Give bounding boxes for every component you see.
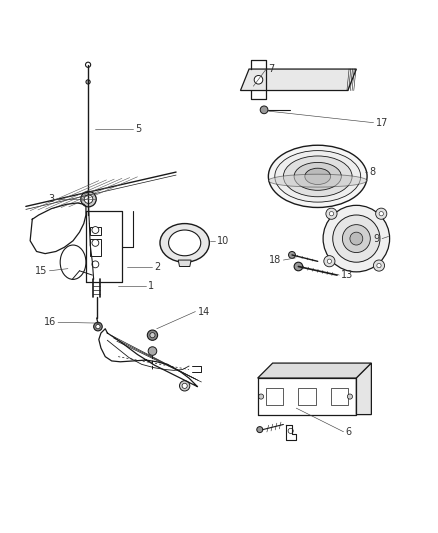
Circle shape <box>92 261 99 268</box>
Text: 6: 6 <box>346 427 352 437</box>
FancyBboxPatch shape <box>90 227 101 235</box>
Text: 10: 10 <box>217 236 229 246</box>
Circle shape <box>347 394 353 399</box>
Ellipse shape <box>268 145 367 207</box>
Circle shape <box>258 394 264 399</box>
Ellipse shape <box>343 224 370 253</box>
Circle shape <box>81 191 96 207</box>
Circle shape <box>329 212 334 216</box>
Ellipse shape <box>169 230 201 256</box>
FancyBboxPatch shape <box>331 388 348 405</box>
Ellipse shape <box>350 232 363 245</box>
Ellipse shape <box>160 223 209 262</box>
Ellipse shape <box>275 151 360 202</box>
Text: 3: 3 <box>49 193 55 204</box>
Text: 1: 1 <box>148 281 154 291</box>
Ellipse shape <box>283 156 352 197</box>
Ellipse shape <box>333 215 380 262</box>
Circle shape <box>254 76 263 84</box>
Text: 5: 5 <box>135 124 141 134</box>
Text: 16: 16 <box>44 317 56 327</box>
Circle shape <box>148 347 157 356</box>
Circle shape <box>288 429 293 433</box>
Text: 9: 9 <box>374 233 380 244</box>
Polygon shape <box>240 69 357 91</box>
Circle shape <box>374 260 385 271</box>
Circle shape <box>377 263 381 268</box>
Polygon shape <box>258 363 371 378</box>
Circle shape <box>294 262 303 271</box>
Text: 7: 7 <box>268 64 275 74</box>
Circle shape <box>289 252 295 259</box>
Circle shape <box>92 239 99 246</box>
Text: 15: 15 <box>35 266 47 276</box>
Circle shape <box>84 195 93 204</box>
Circle shape <box>260 106 268 114</box>
Ellipse shape <box>305 168 331 184</box>
Polygon shape <box>357 363 371 415</box>
Circle shape <box>326 208 337 219</box>
Text: 14: 14 <box>198 306 210 317</box>
Text: 17: 17 <box>376 118 388 128</box>
Circle shape <box>147 330 158 341</box>
FancyBboxPatch shape <box>266 388 283 405</box>
Polygon shape <box>178 260 191 266</box>
Circle shape <box>96 325 100 329</box>
Circle shape <box>94 322 102 331</box>
Circle shape <box>376 208 387 219</box>
Circle shape <box>85 62 91 67</box>
Ellipse shape <box>323 205 390 272</box>
Circle shape <box>257 426 263 433</box>
Text: 18: 18 <box>269 255 281 265</box>
Circle shape <box>92 227 99 233</box>
Circle shape <box>86 80 90 84</box>
Circle shape <box>324 256 335 267</box>
Circle shape <box>180 381 190 391</box>
Circle shape <box>327 259 332 263</box>
Ellipse shape <box>268 174 367 187</box>
Text: 8: 8 <box>369 167 375 177</box>
FancyBboxPatch shape <box>298 388 315 405</box>
Circle shape <box>150 333 155 338</box>
Circle shape <box>379 212 383 216</box>
Circle shape <box>182 383 187 389</box>
Text: 2: 2 <box>155 262 161 271</box>
Text: 13: 13 <box>341 270 353 280</box>
FancyBboxPatch shape <box>90 239 101 256</box>
Ellipse shape <box>294 163 341 190</box>
